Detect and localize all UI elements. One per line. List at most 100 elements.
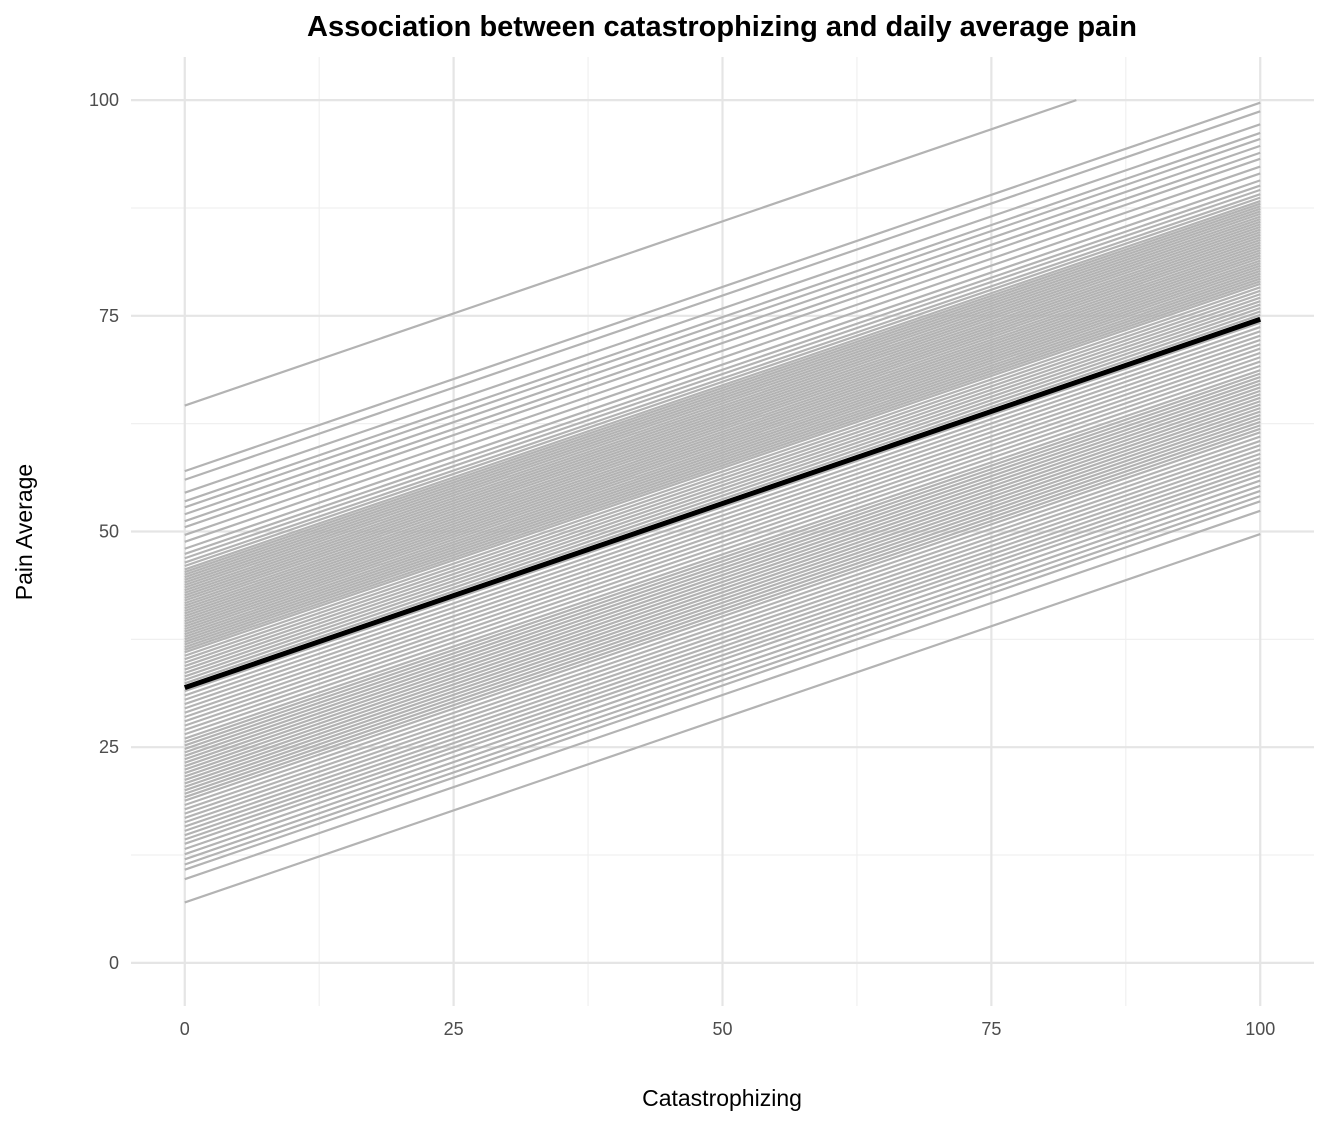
- individual-line: [184, 364, 1261, 736]
- individual-line: [184, 372, 1261, 744]
- individual-line: [184, 269, 1261, 641]
- individual-line: [184, 444, 1261, 815]
- individual-line: [184, 413, 1261, 785]
- individual-line: [184, 272, 1261, 643]
- individual-line: [184, 489, 1261, 861]
- individual-line: [184, 205, 1261, 576]
- individual-line: [184, 218, 1261, 589]
- individual-line: [184, 393, 1261, 764]
- individual-lines: [184, 99, 1261, 904]
- individual-line: [184, 351, 1261, 723]
- individual-line: [184, 509, 1261, 881]
- individual-line: [184, 296, 1261, 668]
- individual-line: [184, 343, 1261, 714]
- individual-line: [184, 210, 1261, 581]
- individual-line: [184, 251, 1261, 623]
- individual-line: [184, 400, 1261, 771]
- individual-line: [184, 212, 1261, 584]
- individual-line: [184, 259, 1261, 631]
- individual-line: [184, 330, 1261, 701]
- individual-line: [184, 280, 1261, 651]
- individual-line: [184, 101, 1261, 473]
- individual-line: [184, 389, 1261, 761]
- y-tick-label: 0: [109, 953, 119, 973]
- individual-line: [184, 231, 1261, 602]
- individual-line: [184, 123, 1261, 494]
- individual-line: [184, 151, 1261, 523]
- individual-line: [184, 262, 1261, 633]
- individual-line: [184, 376, 1261, 747]
- individual-line: [184, 293, 1261, 664]
- y-tick-label: 75: [99, 306, 119, 326]
- individual-line: [184, 448, 1261, 819]
- individual-line: [184, 244, 1261, 615]
- individual-line: [184, 220, 1261, 592]
- individual-line: [184, 249, 1261, 620]
- individual-line: [184, 310, 1261, 681]
- individual-line: [184, 256, 1261, 628]
- x-axis-label: Catastrophizing: [642, 1085, 802, 1111]
- y-axis-label: Pain Average: [11, 464, 37, 600]
- individual-line: [184, 360, 1261, 731]
- individual-line: [184, 461, 1261, 832]
- x-tick-label: 50: [712, 1019, 732, 1039]
- individual-line: [184, 356, 1261, 727]
- average-line-group: [183, 316, 1262, 691]
- x-tick-label: 0: [180, 1019, 190, 1039]
- individual-line: [184, 369, 1261, 740]
- individual-line: [184, 325, 1261, 697]
- individual-line: [184, 241, 1261, 612]
- chart-title: Association between catastrophizing and …: [307, 11, 1137, 43]
- individual-line: [184, 110, 1261, 481]
- x-tick-label: 25: [444, 1019, 464, 1039]
- individual-line: [184, 172, 1261, 543]
- individual-line: [184, 246, 1261, 618]
- individual-line: [184, 193, 1261, 564]
- individual-line: [184, 228, 1261, 599]
- individual-line: [184, 495, 1261, 866]
- average-line: [183, 316, 1262, 691]
- x-tick-labels: 0 25 50 75 100: [180, 1019, 1275, 1039]
- individual-line: [184, 300, 1261, 671]
- individual-line: [184, 417, 1261, 788]
- individual-line: [184, 275, 1261, 646]
- individual-line: [184, 264, 1261, 636]
- individual-line: [184, 533, 1261, 904]
- individual-line: [184, 188, 1261, 560]
- individual-line: [184, 207, 1261, 579]
- individual-line: [184, 479, 1261, 851]
- individual-line: [184, 223, 1261, 594]
- y-tick-label: 50: [99, 522, 119, 542]
- individual-line: [184, 386, 1261, 757]
- individual-line: [184, 179, 1261, 550]
- individual-line: [184, 144, 1261, 516]
- individual-line: [184, 431, 1261, 802]
- individual-line: [184, 238, 1261, 610]
- individual-line: [184, 396, 1261, 768]
- individual-line: [184, 225, 1261, 597]
- individual-line: [184, 379, 1261, 750]
- individual-line: [184, 236, 1261, 607]
- individual-line: [184, 282, 1261, 654]
- x-tick-label: 75: [981, 1019, 1001, 1039]
- individual-line: [184, 131, 1261, 503]
- individual-line: [184, 200, 1261, 571]
- individual-line: [184, 484, 1261, 856]
- y-tick-label: 25: [99, 737, 119, 757]
- individual-line: [184, 420, 1261, 792]
- individual-line: [184, 303, 1261, 675]
- individual-line: [184, 137, 1261, 509]
- individual-line: [184, 457, 1261, 828]
- individual-line: [184, 202, 1261, 574]
- individual-line: [184, 439, 1261, 811]
- grid: [131, 57, 1314, 1006]
- individual-line: [184, 313, 1261, 685]
- individual-line: [184, 165, 1261, 536]
- individual-line: [184, 465, 1261, 837]
- x-tick-label: 100: [1245, 1019, 1275, 1039]
- individual-line: [184, 307, 1261, 678]
- individual-line: [184, 474, 1261, 845]
- individual-line: [184, 407, 1261, 778]
- individual-line: [184, 157, 1261, 529]
